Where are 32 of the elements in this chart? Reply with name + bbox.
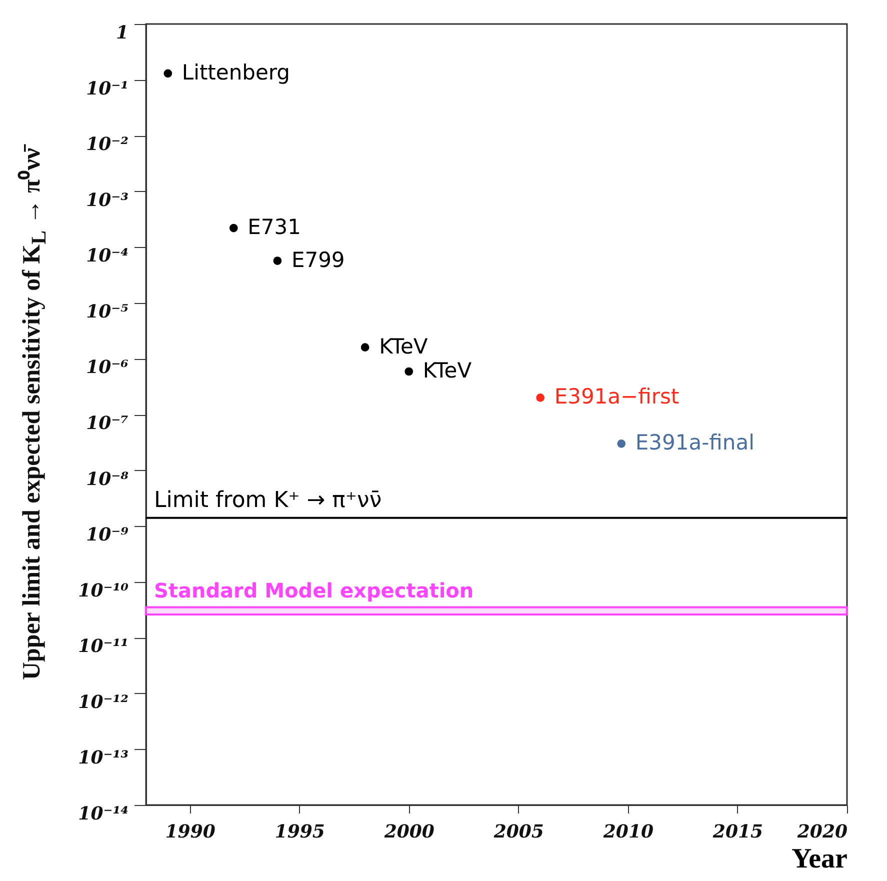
x-tick-label: 2005 — [492, 822, 544, 842]
y-tick-label: 10⁻¹² — [78, 692, 129, 713]
annotation: KTeV — [422, 358, 472, 382]
band-label: Standard Model expectation — [154, 578, 474, 602]
y-tick-label: 10⁻⁶ — [86, 357, 129, 378]
ref-line-label: Limit from K⁺ → π⁺νν̄ — [154, 488, 382, 513]
y-tick-label: 10⁻¹⁴ — [78, 804, 129, 824]
x-tick-label: 2015 — [712, 822, 764, 842]
annotation: E799 — [291, 248, 345, 272]
y-tick-label: 10⁻⁸ — [86, 468, 129, 490]
x-tick-label: 2020 — [796, 822, 848, 842]
y-tick-label: 10⁻¹¹ — [78, 636, 128, 658]
y-tick-label: 10⁻⁹ — [86, 524, 129, 546]
x-tick-label: 1990 — [165, 822, 216, 842]
annotation: E391a-final — [635, 430, 754, 455]
y-tick-label: 10⁻⁷ — [86, 413, 129, 434]
x-tick-label: 1995 — [274, 822, 325, 842]
y-tick-label: 10⁻⁴ — [86, 246, 129, 267]
y-tick-label: 10⁻¹ — [86, 78, 128, 100]
y-tick-label: 10⁻⁵ — [86, 301, 129, 322]
y-tick-label: 10⁻¹⁰ — [78, 580, 129, 602]
x-axis-title: Year — [792, 844, 848, 874]
annotation: Littenberg — [182, 60, 290, 84]
x-tick-label: 2010 — [602, 822, 654, 842]
annotation: E391a−first — [554, 384, 680, 409]
x-tick-label: 2000 — [383, 822, 435, 842]
annotation: E731 — [248, 215, 301, 240]
y-tick-label: 10⁻² — [86, 134, 129, 156]
y-tick-label: 10⁻³ — [86, 190, 129, 211]
y-tick-label: 10⁻¹³ — [78, 748, 129, 769]
annotation: KTeV — [379, 334, 428, 358]
y-tick-label: 1 — [116, 22, 128, 44]
